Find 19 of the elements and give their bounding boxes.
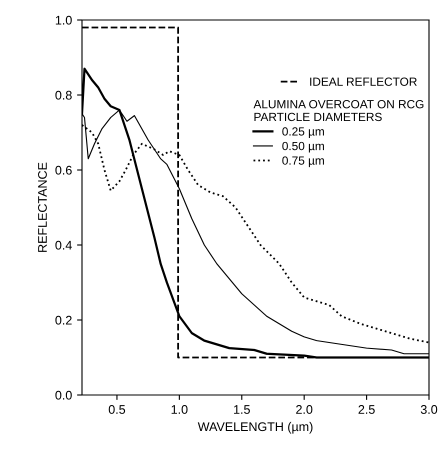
x-tick-label: 0.5 [108, 405, 126, 414]
y-tick-label: 0.4 [55, 240, 72, 250]
x-tick-label: 2.0 [296, 405, 312, 414]
y-axis-title: REFLECTANCE [38, 162, 47, 252]
legend-label: 0.75 µm [282, 156, 324, 168]
x-tick-label: 3.0 [420, 405, 438, 414]
y-tick-label: 0.2 [55, 316, 72, 325]
legend-label: IDEAL REFLECTOR [310, 78, 417, 86]
y-tick-label: 0.0 [55, 390, 72, 400]
y-tick-label: 1.0 [56, 16, 72, 25]
legend-label: 0.25 µm [282, 127, 324, 138]
x-axis-title: WAVELENGTH (µm) [198, 422, 312, 434]
y-tick-label: 0.8 [55, 90, 72, 100]
x-tick-label: 1.5 [234, 405, 250, 414]
x-tick-label: 1.0 [172, 405, 188, 414]
y-tick-label: 0.6 [55, 166, 72, 175]
legend-label: 0.50 µm [282, 142, 324, 153]
x-tick-label: 2.5 [358, 405, 375, 414]
legend-title: ALUMINA OVERCOAT ON RCG PARTICLE DIAMETERS [254, 100, 424, 122]
